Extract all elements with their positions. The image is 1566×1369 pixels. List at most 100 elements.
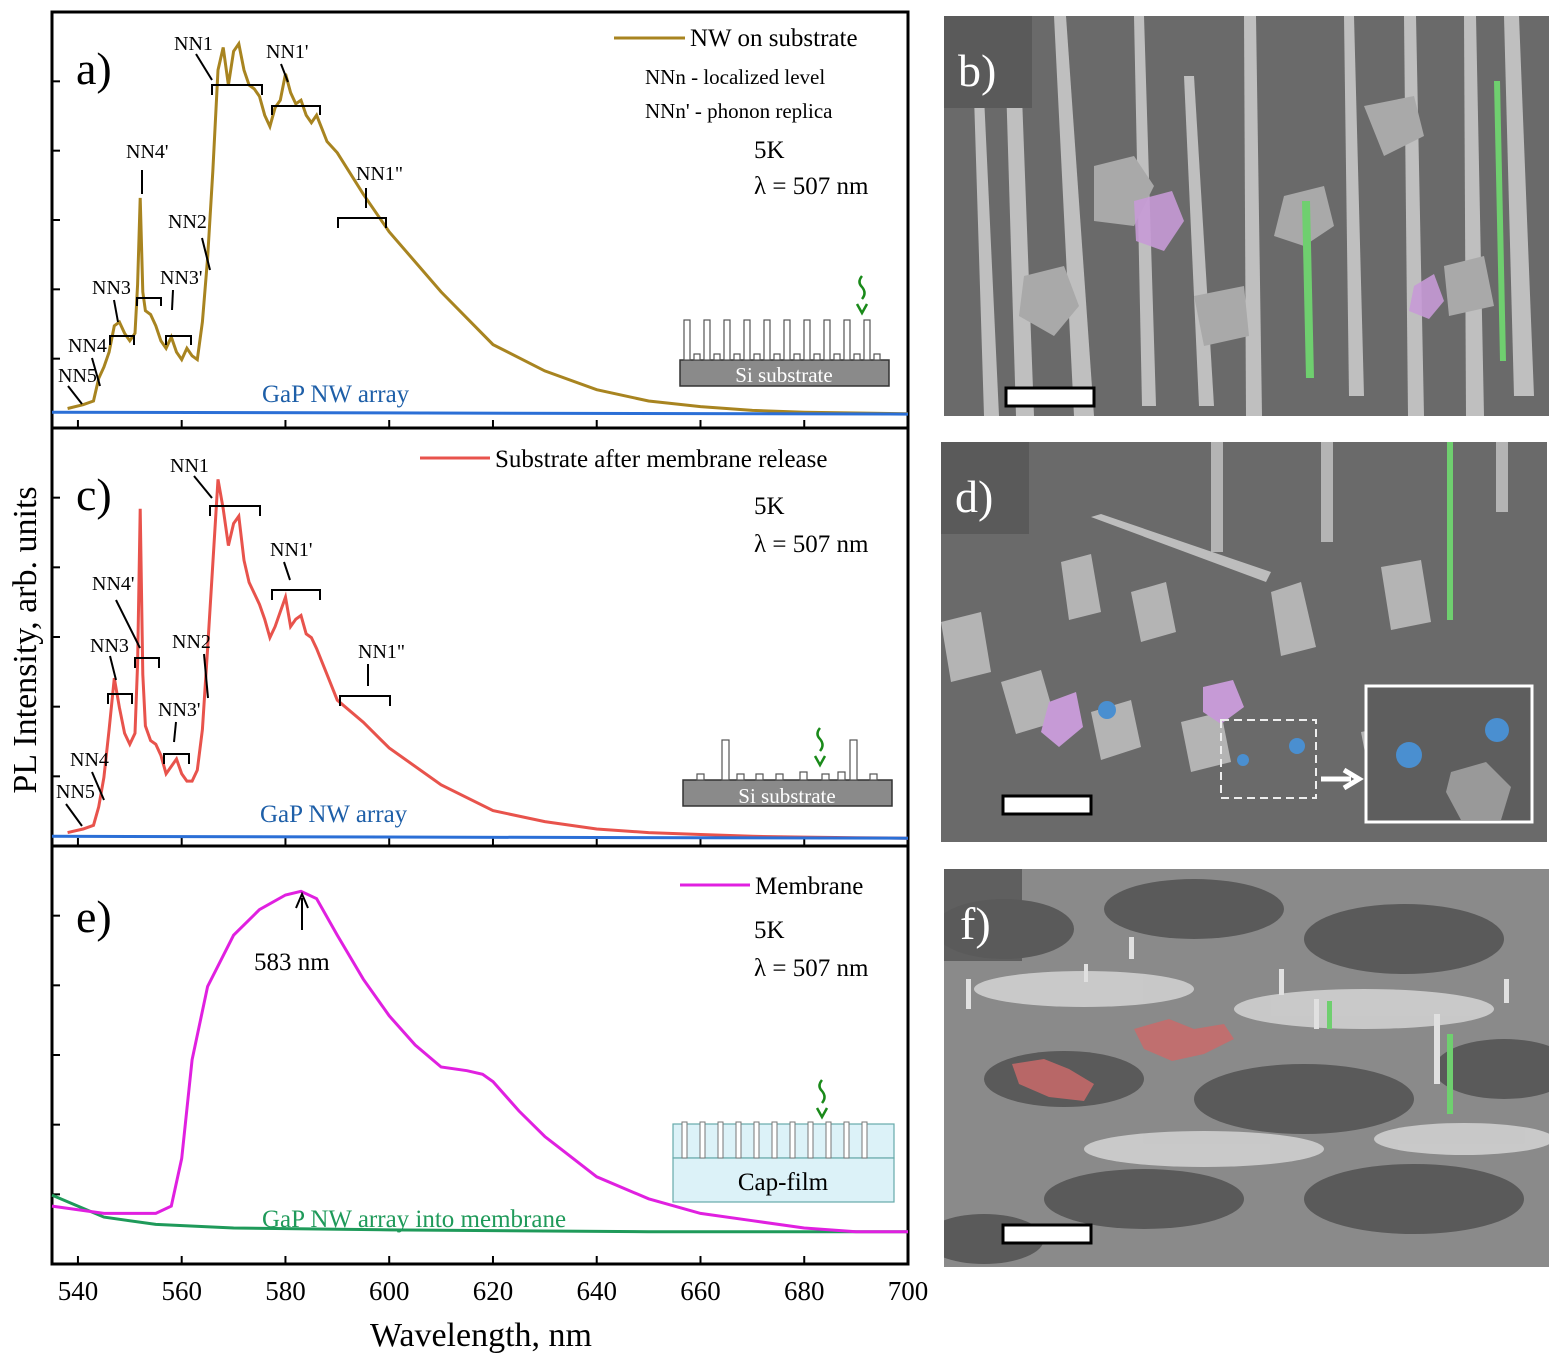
panel-c-label: c): [76, 469, 112, 520]
peak-label-nn4: NN4: [70, 749, 109, 771]
nanowire-pillar: [807, 1121, 814, 1159]
cap-film-block: [672, 1157, 895, 1203]
panel-c-series-gap-nw-array: [51, 834, 909, 840]
panel-a-temperature: 5K: [754, 137, 785, 164]
nanowire-pillar: [863, 319, 871, 361]
panel-a-excitation-arrow-icon: [855, 275, 869, 316]
x-tick-label: 560: [161, 1276, 202, 1306]
x-tick-label: 700: [888, 1276, 929, 1306]
peak-label-nn4-prime: NN4': [92, 573, 135, 595]
peak-label-nn1: NN1: [174, 33, 213, 55]
nanowire-pillars: [683, 319, 881, 361]
x-tick-label: 540: [58, 1276, 99, 1306]
panel-a-inset: Si substrate: [679, 275, 890, 387]
nanowire-pillar: [681, 1121, 688, 1159]
x-tick-label: 680: [784, 1276, 825, 1306]
nanowire-pillar: [843, 319, 851, 361]
panel-a-peak-labels: NN1 NN1' NN1" NN2 NN3 NN3' NN4 NN4' NN5: [58, 33, 403, 387]
panel-a-label: a): [76, 43, 112, 94]
peak-label-nn3: NN3: [90, 635, 129, 657]
panel-e-peak-label: 583 nm: [254, 949, 330, 976]
nanowire-pillar: [763, 319, 771, 361]
nanowire-pillar: [775, 773, 784, 781]
panel-c-brackets: [65, 475, 391, 827]
nanowire-pillar: [823, 319, 831, 361]
panel-a-note-localized: NNn - localized level: [645, 65, 825, 89]
nanowire-pillar: [753, 353, 761, 361]
peak-label-nn1-prime: NN1': [266, 41, 309, 63]
nanowire-pillar: [753, 1121, 760, 1159]
peak-label-nn4: NN4: [68, 335, 107, 357]
nanowire-pillar: [869, 773, 878, 781]
peak-label-nn3-prime: NN3': [158, 699, 201, 721]
nanowire-pillar: [696, 773, 705, 781]
nanowire-pillar: [861, 1121, 868, 1159]
peak-label-nn1-dprime: NN1": [358, 641, 405, 663]
panel-c-inset-label: Si substrate: [738, 784, 835, 808]
sem-image-d: d): [941, 442, 1547, 842]
nanowire-pillar: [793, 353, 801, 361]
peak-label-nn4-prime: NN4': [126, 141, 169, 163]
x-tick-label: 660: [680, 1276, 721, 1306]
nanowire-pillar: [803, 319, 811, 361]
sem-image-d-drawing: d): [941, 442, 1547, 842]
panel-c-peak-labels: NN1 NN1' NN1" NN2 NN3 NN3' NN4 NN4' NN5: [56, 455, 405, 803]
nanowire-pillar: [873, 353, 881, 361]
panel-c: c) Substrate after membrane release 5K λ…: [50, 426, 910, 848]
panel-a-brackets: [67, 53, 387, 405]
panel-a-note-phonon: NNn' - phonon replica: [645, 99, 833, 123]
peak-label-nn5: NN5: [56, 781, 95, 803]
panel-a-series-nw-on-substrate: [67, 40, 909, 416]
x-tick-label: 600: [369, 1276, 410, 1306]
nanowire-pillar: [789, 1121, 796, 1159]
nanowire-pillar: [849, 739, 858, 781]
panel-e-gap-label: GaP NW array into membrane: [262, 1206, 566, 1233]
panel-a-legend-label: NW on substrate: [690, 25, 858, 52]
nanowire-pillar: [735, 1121, 742, 1159]
sem-image-b: b): [944, 16, 1549, 416]
nanowire-pillar: [736, 773, 745, 781]
x-tick-label: 640: [576, 1276, 617, 1306]
scale-bar-d: [1001, 794, 1093, 816]
panel-e-wavelength: λ = 507 nm: [754, 955, 869, 982]
nanowire-pillar: [683, 319, 691, 361]
zoom-region: [1220, 719, 1317, 799]
nanowire-pillars: [696, 739, 878, 781]
peak-label-nn5: NN5: [58, 365, 97, 387]
nanowire-pillar: [723, 319, 731, 361]
nanowire-pillar: [783, 319, 791, 361]
x-axis-ticks: 540 560 580 600 620 640 660 680 700: [58, 1276, 929, 1306]
nanowire-pillar: [713, 353, 721, 361]
panel-a-series-gap-nw-array: [51, 410, 909, 416]
nanowire-pillar: [843, 1121, 850, 1159]
si-substrate-block: [679, 359, 890, 387]
nanowire-pillar: [853, 353, 861, 361]
peak-label-nn3: NN3: [92, 277, 131, 299]
nanowire-pillar: [733, 353, 741, 361]
panel-c-legend-label: Substrate after membrane release: [495, 446, 827, 473]
nanowire-pillar: [699, 1121, 706, 1159]
panel-e-peak-arrow-icon: [295, 891, 309, 930]
y-axis-label: PL Intensity, arb. units: [7, 486, 44, 793]
panel-e-label: e): [76, 891, 112, 942]
nanowire-pillar: [703, 319, 711, 361]
panel-c-series-substrate-after-release: [67, 479, 909, 840]
si-substrate-block: [682, 779, 893, 807]
x-axis-label: Wavelength, nm: [370, 1317, 592, 1354]
panel-c-y-ticks: [52, 496, 909, 846]
panel-e-legend-label: Membrane: [755, 873, 863, 900]
panel-a-wavelength: λ = 507 nm: [754, 173, 869, 200]
peak-label-nn1: NN1: [170, 455, 209, 477]
sem-image-f-drawing: f): [944, 869, 1549, 1267]
panel-e-inset: Cap-film: [672, 1079, 895, 1203]
panel-c-wavelength: λ = 507 nm: [754, 531, 869, 558]
nanowire-pillar: [693, 353, 701, 361]
nanowire-pillar: [743, 319, 751, 361]
peak-label-nn2: NN2: [172, 631, 211, 653]
zoom-inset: [1364, 684, 1534, 824]
panel-a: a) NW on substrate NNn - localized level…: [50, 10, 910, 430]
membrane-layer: [672, 1123, 895, 1159]
panel-c-temperature: 5K: [754, 493, 785, 520]
x-tick-label: 620: [473, 1276, 514, 1306]
nanowire-pillar: [771, 1121, 778, 1159]
